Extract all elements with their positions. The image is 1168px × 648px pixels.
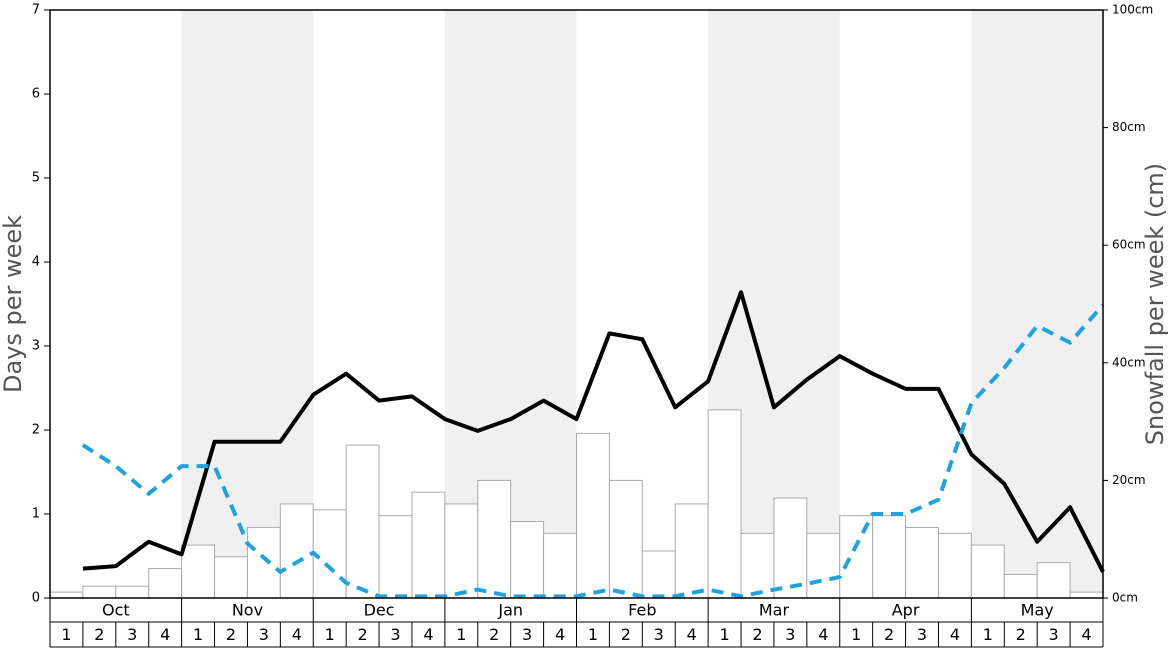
x-tick-label: 3 — [522, 625, 532, 644]
x-tick-label: 3 — [259, 625, 269, 644]
x-tick-label: 1 — [983, 625, 993, 644]
x-tick-label: 3 — [917, 625, 927, 644]
month-label: Mar — [759, 601, 790, 620]
x-tick-label: 1 — [719, 625, 729, 644]
x-tick-label: 2 — [752, 625, 762, 644]
bar — [345, 444, 380, 599]
bar — [411, 491, 446, 599]
month-label: Apr — [892, 601, 920, 620]
x-tick-label: 4 — [818, 625, 828, 644]
bar — [444, 503, 479, 599]
bar — [312, 509, 347, 599]
x-tick-label: 3 — [127, 625, 137, 644]
x-tick-label: 1 — [456, 625, 466, 644]
y2-axis-title: Snowfall per week (cm) — [1141, 163, 1168, 445]
month-label: Nov — [232, 601, 263, 620]
month-label: Feb — [628, 601, 656, 620]
bar — [246, 526, 281, 599]
bar — [378, 515, 413, 599]
line — [82, 290, 1105, 573]
x-tick-label: 1 — [193, 625, 203, 644]
bar — [82, 585, 117, 599]
x-tick-label: 4 — [555, 625, 565, 644]
y-tick-label: 2 — [32, 423, 40, 438]
x-tick-label: 2 — [884, 625, 894, 644]
y2-tick-label: 0cm — [1112, 591, 1138, 605]
bar — [839, 515, 874, 599]
y2-tick-label: 60cm — [1112, 238, 1146, 252]
bar — [1036, 562, 1071, 599]
x-tick-label: 2 — [94, 625, 104, 644]
month-band — [971, 10, 1103, 598]
y-tick-label: 6 — [32, 87, 40, 102]
y2-tick-label: 80cm — [1112, 120, 1146, 134]
y-tick-label: 4 — [32, 255, 40, 270]
bar — [477, 479, 512, 599]
y-axis-title: Days per week — [0, 215, 27, 393]
bar — [543, 532, 577, 599]
bar — [937, 532, 972, 599]
bar — [773, 497, 808, 599]
x-tick-label: 1 — [325, 625, 335, 644]
month-label: Oct — [102, 601, 130, 620]
y2-tick-label: 40cm — [1112, 355, 1146, 369]
bar — [115, 585, 150, 599]
bar — [707, 409, 742, 599]
x-tick-label: 1 — [851, 625, 861, 644]
x-tick-label: 1 — [61, 625, 71, 644]
bar — [214, 556, 248, 599]
month-label: Jan — [497, 601, 523, 620]
y2-tick-label: 20cm — [1112, 473, 1146, 487]
bar — [740, 532, 775, 599]
x-tick-label: 4 — [1081, 625, 1091, 644]
x-tick-label: 4 — [160, 625, 170, 644]
bar — [49, 591, 84, 599]
month-label: May — [1021, 601, 1054, 620]
x-tick-label: 2 — [1016, 625, 1026, 644]
x-tick-label: 4 — [687, 625, 697, 644]
x-tick-label: 3 — [785, 625, 795, 644]
y2-tick-label: 100cm — [1112, 3, 1153, 17]
x-tick-label: 2 — [358, 625, 368, 644]
bar — [674, 503, 709, 599]
x-tick-label: 3 — [654, 625, 664, 644]
x-tick-label: 2 — [489, 625, 499, 644]
x-tick-label: 4 — [423, 625, 433, 644]
x-tick-label: 4 — [292, 625, 302, 644]
y-tick-label: 7 — [32, 3, 40, 18]
month-band — [181, 10, 314, 598]
x-tick-label: 4 — [950, 625, 960, 644]
x-tick-label: 3 — [390, 625, 400, 644]
bar — [905, 526, 939, 599]
bar — [1069, 591, 1104, 599]
bar — [148, 568, 183, 599]
bar — [872, 515, 907, 599]
bar — [279, 503, 314, 599]
bar — [576, 432, 610, 599]
bar — [510, 521, 545, 599]
bar — [641, 550, 676, 599]
bar — [1003, 573, 1038, 599]
y-tick-label: 0 — [32, 591, 40, 606]
x-tick-label: 1 — [588, 625, 598, 644]
y-tick-label: 1 — [32, 507, 40, 522]
bar — [970, 544, 1005, 599]
y-tick-label: 3 — [32, 339, 40, 354]
bar — [608, 479, 643, 599]
x-tick-label: 2 — [226, 625, 236, 644]
x-tick-label: 2 — [621, 625, 631, 644]
x-tick-label: 3 — [1049, 625, 1059, 644]
y-tick-label: 5 — [32, 171, 40, 186]
line — [81, 303, 1105, 599]
bar — [181, 544, 216, 599]
bar — [806, 532, 841, 599]
month-label: Dec — [364, 601, 395, 620]
